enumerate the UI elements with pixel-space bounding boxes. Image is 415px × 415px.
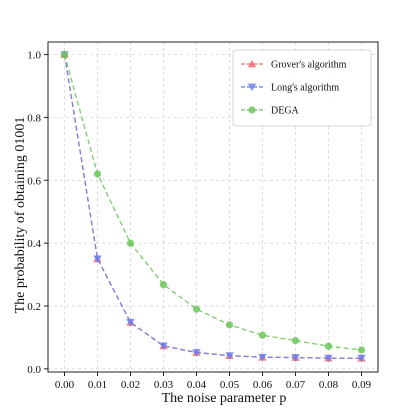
y-tick-label: 1.0 bbox=[27, 50, 41, 62]
data-point bbox=[258, 353, 267, 362]
axes bbox=[44, 41, 379, 376]
series-line bbox=[63, 54, 362, 359]
x-tick-label: 0.05 bbox=[220, 379, 240, 391]
y-tick-label: 0.2 bbox=[27, 301, 41, 313]
x-tick-label: 0.09 bbox=[352, 379, 372, 391]
data-point bbox=[159, 281, 168, 289]
data-point bbox=[60, 50, 69, 59]
x-axis-label: The noise parameter p bbox=[162, 391, 287, 406]
data-point bbox=[291, 336, 300, 345]
data-point bbox=[225, 352, 234, 360]
data-point bbox=[357, 354, 366, 363]
x-tick-label: 0.03 bbox=[154, 379, 174, 391]
y-tick-label: 0.8 bbox=[27, 112, 41, 124]
x-tick-label: 0.06 bbox=[253, 379, 273, 391]
legend-item: DEGA bbox=[241, 106, 300, 117]
plot-frame bbox=[47, 41, 379, 373]
data-point bbox=[192, 349, 201, 357]
legend-marker bbox=[247, 59, 257, 68]
data-point bbox=[93, 170, 102, 178]
x-tick-label: 0.01 bbox=[88, 379, 107, 391]
data-point bbox=[126, 318, 135, 327]
series-line bbox=[63, 54, 362, 351]
legend-item: Grover's algorithm bbox=[241, 60, 347, 71]
y-tick-label: 0.4 bbox=[27, 238, 41, 250]
x-tick-label: 0.02 bbox=[121, 379, 140, 391]
x-tick-label: 0.04 bbox=[187, 379, 207, 391]
data-point bbox=[126, 239, 135, 247]
data-point bbox=[324, 354, 333, 363]
x-tick-label: 0.00 bbox=[55, 379, 75, 391]
legend-marker bbox=[248, 106, 256, 114]
legend-item: Long's algorithm bbox=[241, 83, 339, 94]
y-axis-label: The probability of obtaining 01001 bbox=[13, 117, 28, 314]
y-tick-label: 0.6 bbox=[27, 175, 41, 187]
data-point bbox=[159, 342, 168, 351]
data-point bbox=[225, 321, 234, 329]
tick-labels: 0.00 0.01 0.02 0.03 0.04 0.05 0.06 0.07 0.08 0.09… bbox=[27, 50, 371, 391]
legend-marker bbox=[247, 83, 257, 92]
legend: Grover's algorithm Long's algorithm DEGA bbox=[232, 49, 372, 127]
data-point bbox=[93, 255, 102, 264]
legend-label: DEGA bbox=[271, 106, 300, 117]
series-lines bbox=[60, 50, 366, 363]
data-point bbox=[357, 346, 366, 354]
legend-label: Long's algorithm bbox=[271, 83, 339, 94]
data-point bbox=[324, 342, 333, 350]
legend-box bbox=[232, 49, 372, 127]
data-point bbox=[291, 354, 300, 362]
x-tick-label: 0.08 bbox=[319, 379, 339, 391]
y-tick-label: 0.0 bbox=[27, 364, 41, 376]
series-2 bbox=[60, 50, 366, 354]
data-point bbox=[192, 305, 201, 313]
legend-label: Grover's algorithm bbox=[271, 60, 347, 71]
x-tick-label: 0.07 bbox=[286, 379, 306, 391]
data-point bbox=[258, 331, 267, 339]
